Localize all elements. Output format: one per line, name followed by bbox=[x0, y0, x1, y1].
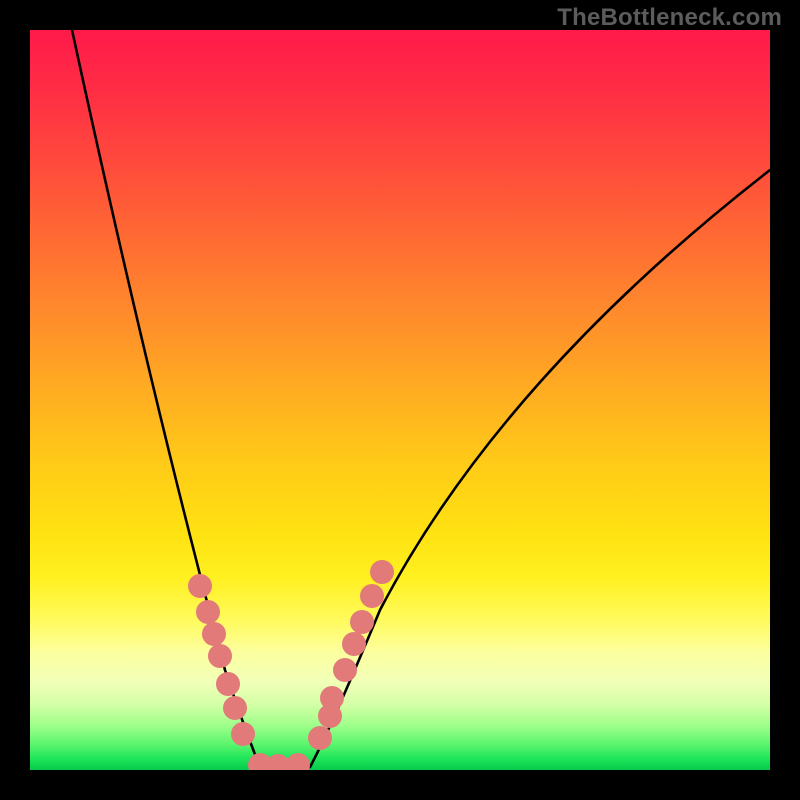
data-marker bbox=[320, 686, 344, 710]
bottleneck-curve bbox=[72, 30, 770, 767]
data-marker bbox=[342, 632, 366, 656]
data-marker bbox=[308, 726, 332, 750]
data-marker bbox=[202, 622, 226, 646]
data-marker bbox=[286, 753, 310, 770]
data-marker bbox=[350, 610, 374, 634]
plot-frame bbox=[30, 30, 770, 770]
marker-group bbox=[188, 560, 394, 770]
data-marker bbox=[216, 672, 240, 696]
data-marker bbox=[360, 584, 384, 608]
data-marker bbox=[333, 658, 357, 682]
data-marker bbox=[208, 644, 232, 668]
data-marker bbox=[231, 722, 255, 746]
data-marker bbox=[196, 600, 220, 624]
data-marker bbox=[223, 696, 247, 720]
data-marker bbox=[370, 560, 394, 584]
watermark: TheBottleneck.com bbox=[557, 4, 782, 32]
curve-layer bbox=[30, 30, 770, 770]
data-marker bbox=[188, 574, 212, 598]
